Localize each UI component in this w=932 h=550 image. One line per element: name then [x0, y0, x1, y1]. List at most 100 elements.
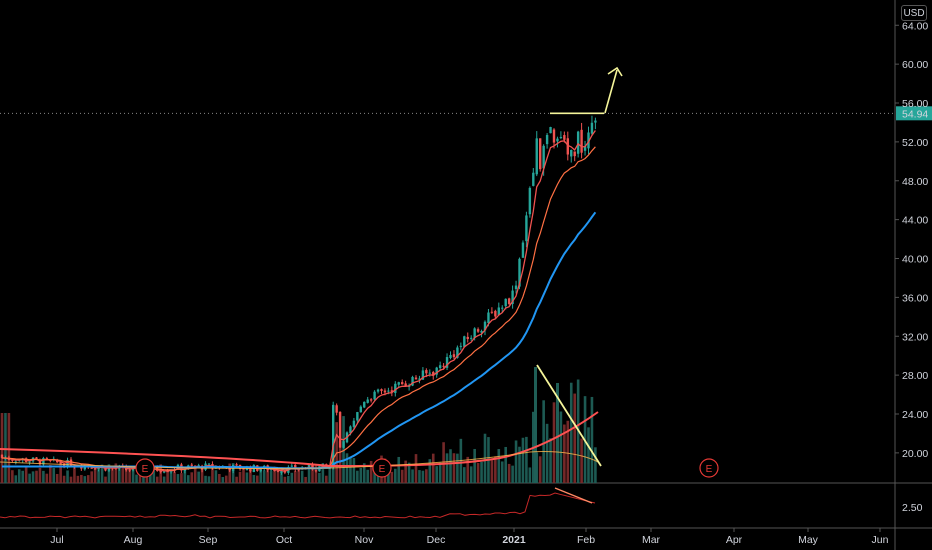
volume-bar: [297, 468, 300, 483]
candle-body: [42, 458, 45, 465]
volume-bar: [228, 463, 231, 483]
candle-body: [487, 312, 490, 324]
candle-body: [480, 330, 483, 333]
volume-bar: [35, 470, 38, 483]
volume-bar: [204, 475, 207, 483]
volume-bar: [545, 423, 549, 483]
volume-bar: [7, 413, 11, 483]
earnings-marker-label: E: [142, 464, 149, 475]
price-axis[interactable]: 64.00 60.00 56.00 52.00 48.00 44.00 40.00 36.00…: [895, 20, 928, 514]
price-tick-label: 32.00: [902, 331, 928, 343]
volume-bar: [83, 476, 87, 483]
candle-body: [401, 382, 404, 385]
volume-bar: [352, 458, 356, 483]
candle-body: [507, 298, 511, 304]
volume-bar: [224, 475, 228, 483]
candle-body: [532, 172, 535, 186]
candle-body: [442, 365, 445, 367]
volume-bar: [556, 383, 559, 483]
candle-body: [456, 347, 459, 358]
candle-body: [0, 454, 4, 458]
candle-body: [352, 420, 356, 427]
volume-bar: [500, 461, 504, 483]
volume-bar: [287, 475, 290, 483]
volume-bar: [307, 463, 311, 483]
candle-body: [476, 329, 480, 332]
candle-body: [90, 467, 93, 469]
candle-body: [542, 145, 545, 169]
volume-bar: [590, 396, 594, 483]
candle-body: [518, 258, 521, 287]
volume-bar: [124, 467, 128, 483]
time-axis[interactable]: Jul Aug Sep Oct Nov Dec 2021 Feb Mar Apr May Jun: [50, 528, 889, 546]
volume-bar: [421, 470, 425, 483]
price-tick-label: 52.00: [902, 137, 928, 149]
candle-body: [35, 457, 38, 459]
currency-label[interactable]: USD: [901, 5, 927, 21]
candle-body: [280, 470, 283, 473]
volume-bar: [404, 460, 407, 483]
volume-bar: [304, 476, 307, 483]
volume-bar: [542, 400, 545, 483]
candle-body: [421, 370, 425, 380]
volume-bar: [414, 454, 418, 483]
volume-bar: [28, 473, 31, 483]
time-tick-label: Jun: [872, 534, 889, 546]
volume-bar: [100, 464, 104, 483]
volume-bar: [118, 465, 121, 483]
volume-bar: [497, 449, 501, 483]
volume-bar: [314, 464, 318, 483]
volume-bar: [318, 472, 321, 483]
indicator-line: [0, 492, 596, 519]
volume-bar: [528, 467, 532, 483]
candle-body: [311, 464, 314, 470]
candle-body: [59, 461, 62, 464]
volume-bar: [387, 472, 390, 483]
candle-body: [390, 390, 394, 393]
volume-bar: [114, 463, 118, 483]
candle-body: [11, 459, 14, 461]
candle-body: [435, 367, 438, 375]
candle-body: [66, 460, 69, 468]
volume-bar: [476, 463, 480, 483]
volume-ma-secondary: [0, 451, 599, 470]
candle-body: [466, 336, 469, 339]
volume-bar: [207, 476, 211, 483]
price-tick-label: 56.00: [902, 98, 928, 110]
volume-bar: [407, 462, 411, 483]
volume-bar: [449, 449, 452, 483]
volume-bar: [514, 440, 518, 483]
candle-body: [545, 134, 549, 145]
volume-bar: [238, 471, 242, 483]
volume-bar: [162, 476, 166, 483]
volume-bar: [362, 463, 366, 483]
volume-bar: [4, 413, 7, 483]
volume-bar: [494, 456, 497, 483]
earnings-marker: [372, 458, 392, 478]
candle-body: [269, 469, 273, 471]
volume-bar: [273, 466, 276, 483]
volume-bar: [11, 470, 14, 483]
candle-body: [473, 328, 476, 338]
candle-body: [14, 461, 17, 463]
price-tick-label: 36.00: [902, 292, 928, 304]
volume-bar: [76, 475, 80, 483]
candle-body: [369, 399, 373, 401]
volume-bar: [328, 467, 332, 483]
candle-body: [514, 285, 518, 290]
volume-bar: [0, 413, 4, 483]
candle-body: [128, 469, 131, 471]
volume-bar: [573, 393, 576, 483]
volume-bar: [376, 470, 380, 483]
candle-body: [45, 458, 49, 460]
volume-bar: [518, 446, 521, 483]
candle-body: [290, 465, 293, 467]
volume-bar: [149, 471, 152, 483]
volume-bar: [425, 469, 428, 483]
volume-bar: [121, 465, 125, 483]
volume-bar: [176, 474, 180, 483]
volume-bar: [504, 446, 507, 483]
volume-bar: [166, 469, 169, 483]
